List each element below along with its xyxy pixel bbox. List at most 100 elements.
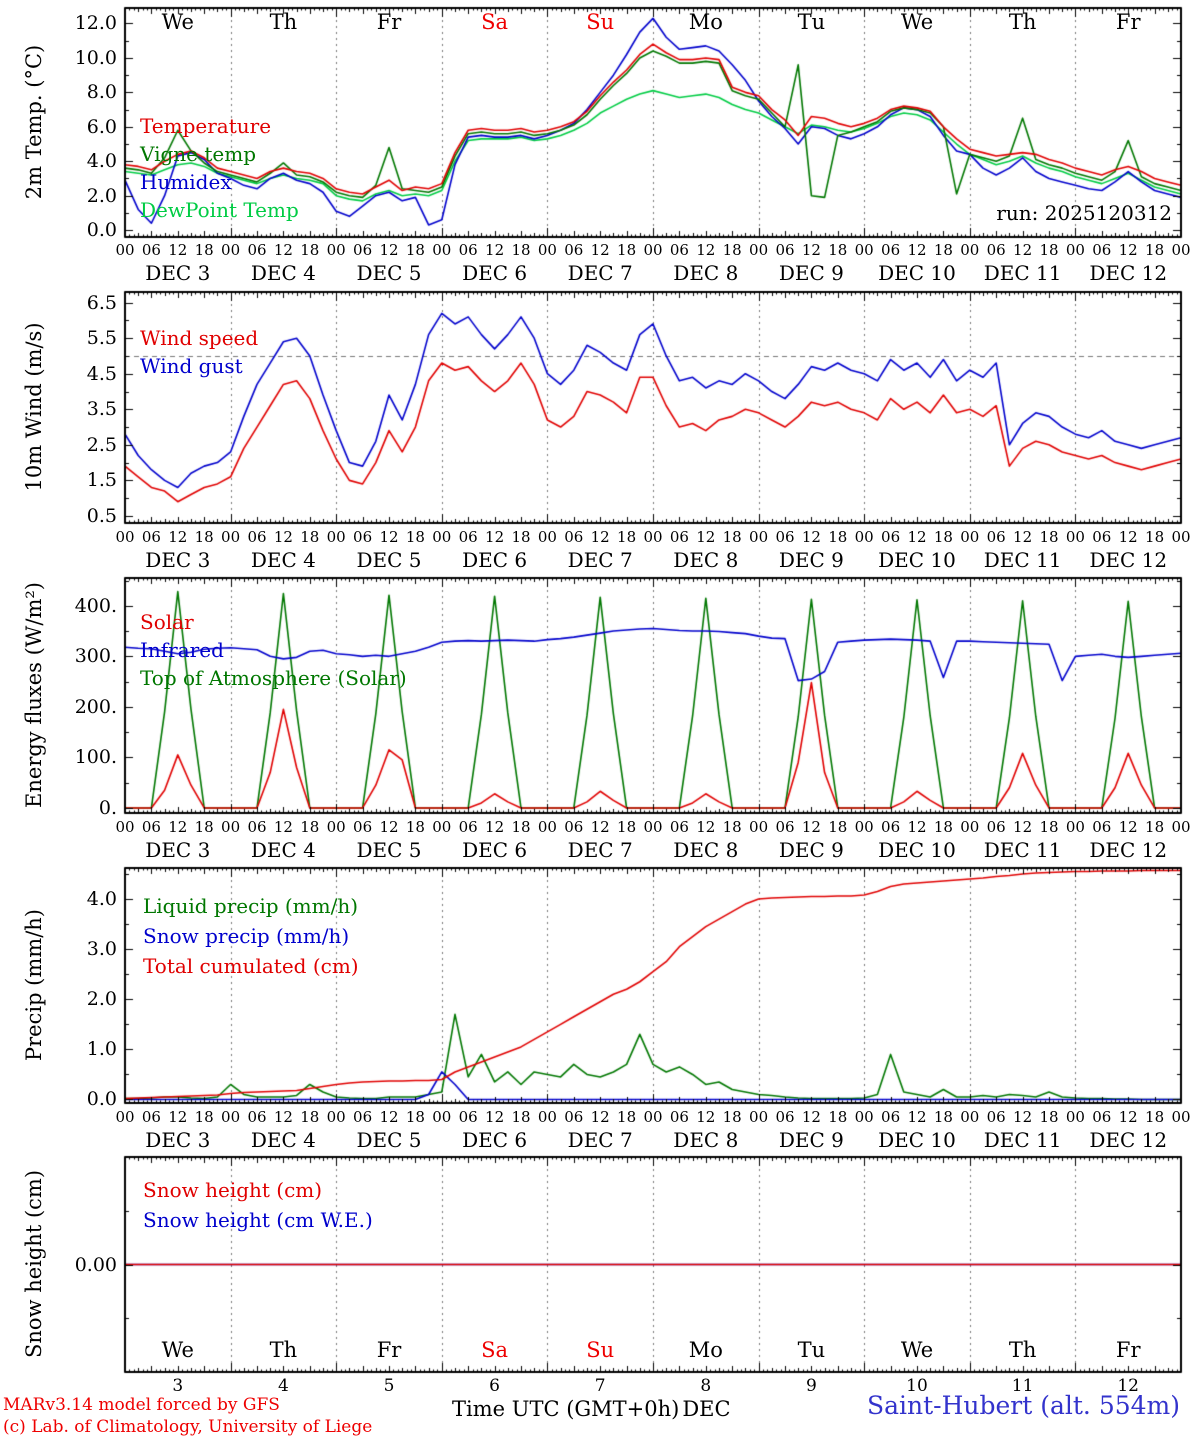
hour-tick-label: 12 (485, 818, 505, 836)
date-label: DEC 4 (250, 261, 316, 285)
hour-tick-label: 18 (617, 1108, 637, 1126)
hour-tick-label: 12 (590, 1108, 610, 1126)
legend-wind-gust: Wind gust (140, 354, 243, 378)
y-tick-label: 0.0 (86, 1087, 117, 1110)
hour-tick-label: 00 (643, 241, 663, 259)
date-label: DEC 9 (778, 548, 844, 572)
hour-tick-label: 06 (247, 528, 267, 546)
hour-tick-label: 06 (458, 241, 478, 259)
y-tick-label: 1.5 (86, 468, 117, 491)
hour-tick-label: 18 (511, 818, 531, 836)
weekday-bottom-label: We (161, 1338, 194, 1362)
legend-liquid-precip-mm-h: Liquid precip (mm/h) (143, 894, 359, 918)
hour-tick-label: 12 (1013, 241, 1033, 259)
hour-tick-label: 06 (564, 818, 584, 836)
date-label: DEC 3 (145, 838, 211, 862)
hour-tick-label: 00 (960, 528, 980, 546)
legend-infrared: Infrared (140, 638, 224, 662)
hour-tick-label: 18 (405, 241, 425, 259)
hour-tick-label: 18 (511, 1108, 531, 1126)
hour-tick-label: 06 (669, 1108, 689, 1126)
hour-tick-label: 06 (986, 1108, 1006, 1126)
hour-tick-label: 12 (168, 1108, 188, 1126)
hour-tick-label: 00 (1171, 1108, 1191, 1126)
hour-tick-label: 00 (643, 528, 663, 546)
legend-humidex: Humidex (140, 170, 232, 194)
weekday-bottom-label: Fr (376, 1338, 402, 1362)
date-label: DEC 10 (878, 838, 956, 862)
hour-tick-label: 06 (141, 1108, 161, 1126)
hour-tick-label: 12 (273, 528, 293, 546)
weekday-top-label: Sa (481, 10, 509, 34)
hour-tick-label: 00 (1065, 1108, 1085, 1126)
y-tick-label: 5.5 (86, 326, 117, 349)
y-tick-label: 0.00 (74, 1253, 117, 1276)
hour-tick-label: 06 (775, 528, 795, 546)
hour-tick-label: 06 (986, 241, 1006, 259)
hour-tick-label: 00 (854, 818, 874, 836)
date-label: DEC 10 (878, 261, 956, 285)
hour-tick-label: 12 (485, 528, 505, 546)
date-label: DEC 8 (673, 261, 739, 285)
hour-tick-label: 06 (881, 241, 901, 259)
y-tick-label: 0. (98, 796, 117, 819)
hour-tick-label: 06 (669, 528, 689, 546)
hour-tick-label: 12 (907, 241, 927, 259)
date-label: DEC 7 (567, 548, 633, 572)
hour-tick-label: 00 (643, 818, 663, 836)
hour-tick-label: 18 (405, 818, 425, 836)
date-label: DEC 6 (462, 261, 528, 285)
weekday-top-label: Th (1008, 10, 1037, 34)
date-label: DEC 3 (145, 548, 211, 572)
hour-tick-label: 12 (696, 241, 716, 259)
y-tick-label: 0.0 (86, 218, 117, 241)
hour-tick-label: 06 (986, 528, 1006, 546)
hour-tick-label: 06 (564, 528, 584, 546)
hour-tick-label: 00 (537, 1108, 557, 1126)
hour-tick-label: 18 (617, 528, 637, 546)
y-tick-label: 4.0 (86, 887, 117, 910)
date-label: DEC 11 (983, 261, 1062, 285)
y-tick-label: 8.0 (86, 80, 117, 103)
hour-tick-label: 18 (828, 241, 848, 259)
hour-tick-label: 00 (960, 241, 980, 259)
y-tick-label: 1.0 (86, 1037, 117, 1060)
hour-tick-label: 18 (933, 818, 953, 836)
date-label: DEC 4 (250, 1128, 316, 1152)
hour-tick-label: 18 (405, 528, 425, 546)
legend-top-of-atmosphere-solar: Top of Atmosphere (Solar) (140, 666, 407, 690)
y-axis-label-snow: Snow height (cm) (22, 1169, 46, 1359)
y-tick-label: 2.5 (86, 433, 117, 456)
date-label: DEC 7 (567, 1128, 633, 1152)
hour-tick-label: 12 (485, 241, 505, 259)
date-label: DEC 6 (462, 1128, 528, 1152)
hour-tick-label: 12 (696, 1108, 716, 1126)
run-label: run: 2025120312 (996, 201, 1172, 225)
hour-tick-label: 12 (801, 241, 821, 259)
hour-tick-label: 12 (379, 528, 399, 546)
hour-tick-label: 18 (722, 241, 742, 259)
day-number-label: 8 (700, 1376, 712, 1396)
weekday-bottom-label: Sa (481, 1338, 509, 1362)
hour-tick-label: 06 (669, 241, 689, 259)
footer-lab-credit: (c) Lab. of Climatology, University of L… (3, 1417, 373, 1437)
weekday-top-label: We (900, 10, 934, 34)
y-tick-label: 400. (74, 594, 117, 617)
date-label: DEC 9 (778, 1128, 844, 1152)
y-tick-label: 3.5 (86, 397, 117, 420)
hour-tick-label: 06 (141, 818, 161, 836)
hour-tick-label: 12 (379, 818, 399, 836)
legend-total-cumulated-cm: Total cumulated (cm) (143, 954, 359, 978)
hour-tick-label: 00 (221, 528, 241, 546)
hour-tick-label: 18 (511, 528, 531, 546)
y-tick-label: 10.0 (74, 46, 117, 69)
hour-tick-label: 00 (854, 1108, 874, 1126)
legend-snow-height-cm-w-e: Snow height (cm W.E.) (143, 1208, 373, 1232)
hour-tick-label: 18 (300, 1108, 320, 1126)
hour-tick-label: 18 (1039, 818, 1059, 836)
date-label: DEC 5 (356, 838, 422, 862)
hour-tick-label: 00 (432, 818, 452, 836)
date-label: DEC 9 (778, 261, 844, 285)
hour-tick-label: 06 (247, 241, 267, 259)
